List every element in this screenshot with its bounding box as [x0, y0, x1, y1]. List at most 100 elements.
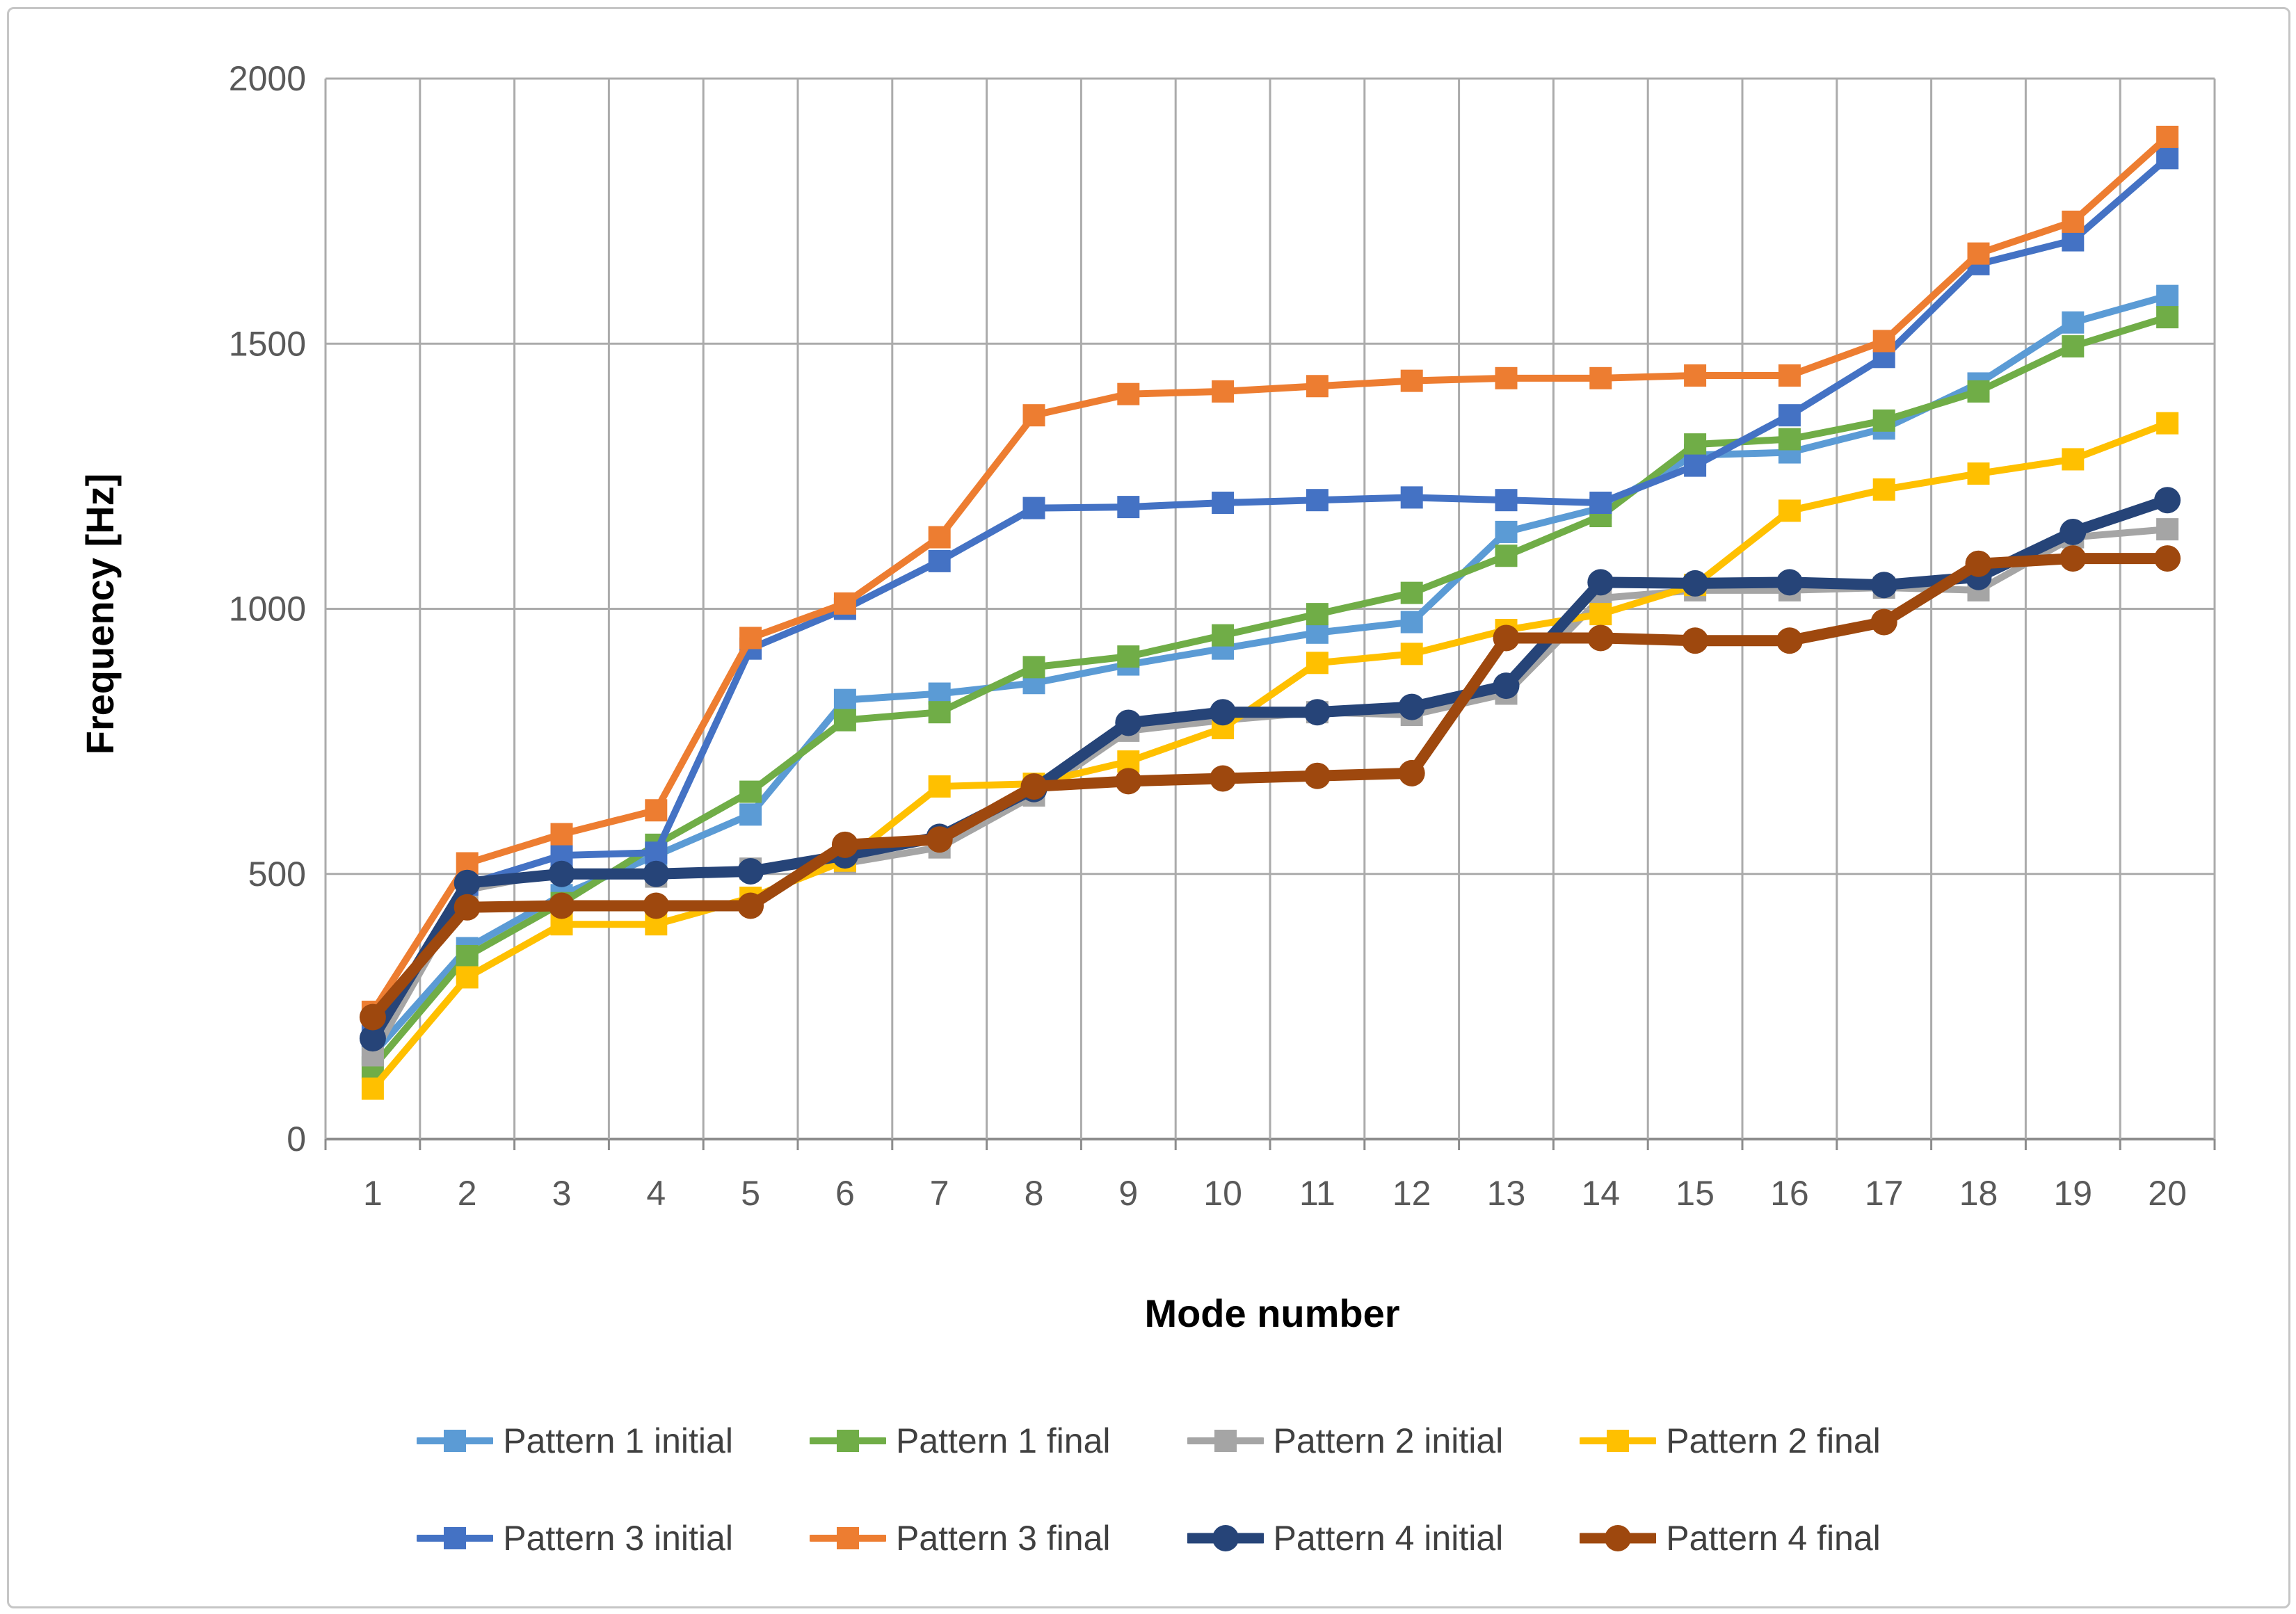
data-point-marker: [1778, 428, 1801, 451]
y-tick-label: 500: [248, 855, 306, 894]
legend-marker: [1607, 1430, 1630, 1452]
data-point-marker: [359, 1003, 386, 1031]
data-point-marker: [1212, 624, 1235, 647]
data-point-marker: [928, 549, 951, 572]
data-point-marker: [2156, 147, 2179, 170]
data-point-marker: [1306, 621, 1328, 644]
legend-marker: [836, 1527, 859, 1549]
data-point-marker: [1400, 611, 1423, 634]
x-tick-label: 16: [1770, 1174, 1809, 1213]
data-point-marker: [2156, 125, 2179, 148]
data-point-marker: [1022, 497, 1045, 519]
y-tick-label: 1000: [229, 590, 306, 629]
legend-item-pattern-2-final: Pattern 2 final: [1580, 1421, 1881, 1461]
square-marker-line-icon: [1580, 1430, 1657, 1452]
data-point-marker: [1400, 486, 1423, 509]
data-point-marker: [1778, 364, 1801, 387]
legend-label: Pattern 4 final: [1666, 1519, 1881, 1558]
x-tick-label: 13: [1487, 1174, 1526, 1213]
data-point-marker: [2060, 518, 2087, 545]
x-tick-label: 2: [458, 1174, 477, 1213]
data-point-marker: [1967, 380, 1990, 403]
legend-label: Pattern 1 initial: [503, 1421, 733, 1460]
data-point-marker: [550, 823, 573, 846]
series-line: [369, 154, 2171, 1040]
data-point-marker: [645, 799, 668, 822]
legend-label: Pattern 4 initial: [1273, 1519, 1504, 1558]
legend-item-pattern-1-initial: Pattern 1 initial: [417, 1421, 733, 1461]
data-point-marker: [1589, 492, 1612, 514]
y-axis-title: Frequency [Hz]: [78, 474, 122, 755]
x-tick-label: 11: [1299, 1174, 1335, 1213]
data-point-marker: [1682, 627, 1709, 654]
series-line: [369, 419, 2171, 1092]
data-point-marker: [2062, 448, 2085, 471]
data-point-marker: [831, 831, 858, 858]
square-marker-line-icon: [417, 1430, 494, 1452]
data-series: [359, 125, 2181, 1100]
data-point-marker: [833, 592, 856, 615]
x-tick-label: 7: [930, 1174, 949, 1213]
data-point-marker: [1684, 433, 1707, 456]
x-tick-label: 15: [1676, 1174, 1715, 1213]
data-point-marker: [2062, 229, 2085, 252]
data-point-marker: [1306, 489, 1328, 512]
y-tick-label: 0: [287, 1120, 306, 1159]
legend-marker: [1214, 1430, 1237, 1452]
data-point-marker: [643, 892, 670, 919]
data-point-marker: [1398, 759, 1425, 786]
legend-item-pattern-3-initial: Pattern 3 initial: [417, 1518, 733, 1558]
x-tick-label: 4: [646, 1174, 666, 1213]
data-point-marker: [1493, 672, 1520, 700]
data-point-marker: [1587, 569, 1614, 596]
data-point-marker: [2156, 518, 2179, 541]
legend-row-2: Pattern 3 initial Pattern 3 final Pattern …: [9, 1518, 2288, 1558]
data-point-marker: [645, 841, 668, 864]
legend-marker: [1212, 1525, 1239, 1551]
data-point-marker: [1210, 699, 1237, 726]
data-point-marker: [456, 966, 479, 989]
data-point-marker: [1212, 492, 1235, 514]
data-point-marker: [1115, 709, 1142, 736]
series-line: [367, 553, 2174, 1023]
data-point-marker: [1965, 550, 1992, 577]
data-point-marker: [928, 701, 951, 724]
legend-row-1: Pattern 1 initial Pattern 1 final Pattern …: [9, 1421, 2288, 1461]
data-point-marker: [2154, 487, 2181, 514]
data-point-marker: [1967, 462, 1990, 485]
legend-label: Pattern 3 final: [895, 1519, 1111, 1558]
data-point-marker: [1872, 330, 1895, 353]
data-point-marker: [548, 892, 575, 919]
data-point-marker: [2062, 335, 2085, 358]
x-tick-label: 8: [1025, 1174, 1044, 1213]
data-point-marker: [359, 1025, 386, 1052]
data-point-marker: [739, 780, 762, 803]
data-point-marker: [1117, 382, 1140, 405]
legend-label: Pattern 1 final: [895, 1421, 1111, 1460]
x-tick-label: 14: [1581, 1174, 1620, 1213]
square-marker-line-icon: [809, 1527, 886, 1549]
data-point-marker: [739, 803, 762, 826]
data-point-marker: [2156, 284, 2179, 307]
x-tick-label: 10: [1203, 1174, 1242, 1213]
series-line: [369, 133, 2171, 1015]
data-point-marker: [1400, 581, 1423, 604]
series-pattern-4-final: [359, 545, 2181, 1031]
data-point-marker: [453, 894, 481, 921]
data-point-marker: [1682, 570, 1709, 597]
data-point-marker: [1589, 603, 1612, 626]
legend-marker: [836, 1430, 859, 1452]
legend-marker: [444, 1430, 467, 1452]
frequency-vs-mode-chart: Frequency [Hz] Mode number 0 500 1000 1500 2…: [78, 59, 2216, 1335]
x-tick-label: 1: [363, 1174, 383, 1213]
data-point-marker: [1870, 608, 1897, 636]
x-tick-label: 5: [741, 1174, 760, 1213]
data-point-marker: [1872, 478, 1895, 501]
x-axis-title: Mode number: [1144, 1291, 1399, 1335]
x-tick-label: 6: [835, 1174, 855, 1213]
data-point-marker: [1210, 765, 1237, 792]
data-point-marker: [833, 688, 856, 711]
data-point-marker: [1398, 693, 1425, 720]
data-point-marker: [1684, 454, 1707, 477]
data-point-marker: [1778, 404, 1801, 427]
